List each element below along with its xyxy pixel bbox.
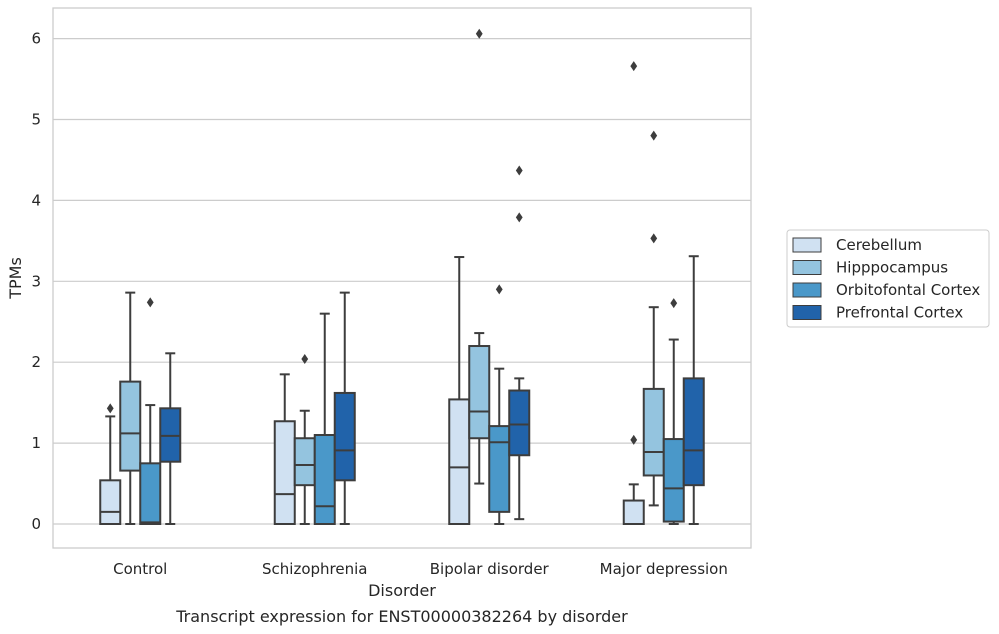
legend-item: Orbitofontal Cortex xyxy=(792,281,980,299)
legend-swatch xyxy=(792,305,822,320)
chart-title: Transcript expression for ENST0000038226… xyxy=(175,607,628,626)
category-group xyxy=(99,291,182,526)
box xyxy=(99,479,122,525)
legend-item: Prefrontal Cortex xyxy=(792,304,963,322)
x-tick-label: Control xyxy=(113,560,167,578)
box-plot xyxy=(139,297,162,526)
legend-item: Cerebellum xyxy=(792,236,922,254)
outlier-point xyxy=(650,130,658,141)
box-plot xyxy=(622,61,645,526)
box xyxy=(622,499,645,526)
y-tick-label: 6 xyxy=(31,30,41,48)
box-plot xyxy=(293,353,316,525)
y-tick-label: 4 xyxy=(31,191,41,209)
legend-label: Orbitofontal Cortex xyxy=(836,281,980,299)
box xyxy=(642,387,665,477)
x-tick-label: Bipolar disorder xyxy=(430,560,550,578)
y-tick-label: 2 xyxy=(31,353,41,371)
category-group xyxy=(273,291,356,526)
box xyxy=(468,345,491,440)
outlier-point xyxy=(146,297,154,308)
box-plot xyxy=(119,291,142,525)
legend-frame xyxy=(786,229,990,328)
x-tick-labels: Control Schizophrenia Bipolar disorder Majo… xyxy=(113,560,728,578)
legend: Cerebellum Hipppocampus Orbitofontal Corte… xyxy=(786,229,990,328)
box xyxy=(313,434,336,526)
box-plot xyxy=(642,130,665,507)
category-group xyxy=(622,61,705,526)
plot-area-frame xyxy=(52,7,752,549)
box-plot xyxy=(488,284,511,525)
box xyxy=(333,391,356,482)
box xyxy=(488,425,511,513)
box-plot xyxy=(333,291,356,525)
box-plot xyxy=(448,256,471,525)
box xyxy=(662,438,685,523)
y-tick-label: 3 xyxy=(31,272,41,290)
legend-swatch xyxy=(792,237,822,253)
legend-swatch xyxy=(792,282,822,298)
legend-label: Hipppocampus xyxy=(836,259,948,277)
box-groups xyxy=(99,28,705,526)
box-plot xyxy=(273,373,296,525)
legend-swatch xyxy=(792,260,822,275)
legend-item: Hipppocampus xyxy=(792,259,948,277)
box xyxy=(682,377,705,487)
outlier-point xyxy=(670,298,678,309)
outlier-point xyxy=(630,434,638,445)
box xyxy=(508,389,531,457)
box-plot xyxy=(99,403,122,525)
legend-label: Cerebellum xyxy=(836,236,922,254)
outlier-point xyxy=(515,212,523,223)
outlier-point xyxy=(301,353,309,364)
box xyxy=(139,462,162,526)
box-plot xyxy=(159,352,182,525)
box-plot xyxy=(468,28,491,485)
y-axis-title: TPMs xyxy=(6,257,25,300)
outlier-point xyxy=(495,284,503,295)
box-plot xyxy=(508,165,531,521)
box xyxy=(293,437,316,487)
outlier-point xyxy=(475,28,483,39)
box-plot xyxy=(313,312,336,526)
outlier-point xyxy=(650,233,658,244)
box-plot xyxy=(662,298,685,525)
legend-label: Prefrontal Cortex xyxy=(836,304,963,322)
y-tick-labels: 0 1 2 3 4 5 6 xyxy=(31,30,41,533)
x-tick-label: Schizophrenia xyxy=(262,560,367,578)
y-tick-label: 5 xyxy=(31,111,41,129)
outlier-point xyxy=(106,403,114,414)
box xyxy=(119,380,142,472)
y-tick-label: 1 xyxy=(31,434,41,452)
category-group xyxy=(448,28,531,525)
x-tick-label: Major depression xyxy=(600,560,728,578)
box xyxy=(448,398,471,525)
outlier-point xyxy=(515,165,523,176)
outlier-point xyxy=(630,61,638,72)
box xyxy=(273,420,296,525)
box-plot xyxy=(682,255,705,525)
x-axis-title: Disorder xyxy=(368,581,436,600)
y-tick-label: 0 xyxy=(31,515,41,533)
